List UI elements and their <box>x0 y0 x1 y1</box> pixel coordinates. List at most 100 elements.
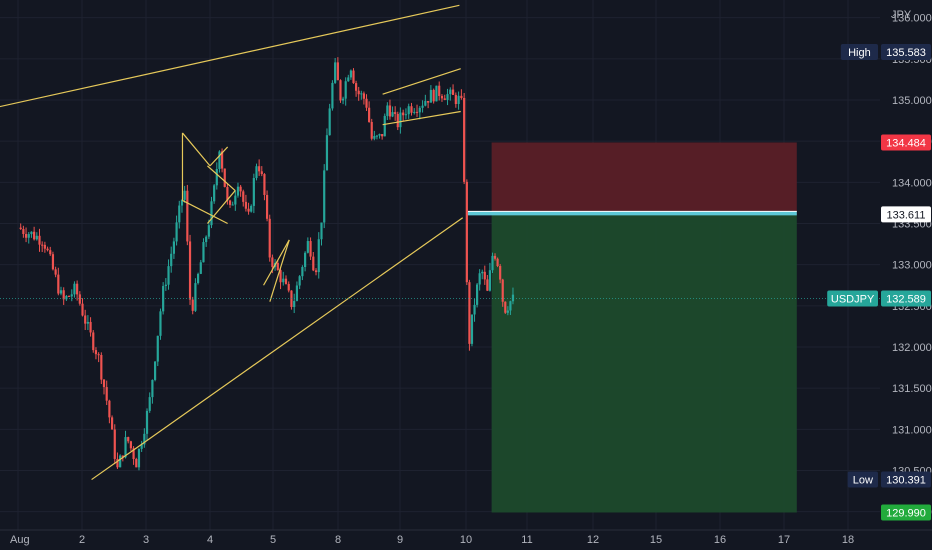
candle-body <box>421 105 424 108</box>
candle-body <box>22 229 25 235</box>
candle-body <box>43 244 46 249</box>
price-tick-label: 131.000 <box>892 424 932 436</box>
price-tick-label: 131.500 <box>892 383 932 395</box>
candle-body <box>162 286 165 312</box>
trend-line[interactable] <box>182 199 228 225</box>
trend-line[interactable] <box>382 110 461 126</box>
candle-body <box>325 135 329 171</box>
candle-body <box>164 284 167 287</box>
candle-body <box>129 441 132 449</box>
candle-body <box>78 294 81 304</box>
price-tick-label: 132.000 <box>892 342 932 354</box>
candle-body <box>284 278 288 284</box>
candle-body <box>446 94 449 100</box>
time-tick-label: 5 <box>270 534 276 546</box>
candle-body <box>24 234 28 238</box>
candle-body <box>460 95 463 99</box>
candle-body <box>427 101 430 103</box>
candle-body <box>368 107 371 122</box>
candle-body <box>228 200 232 205</box>
trend-line[interactable] <box>209 146 229 167</box>
candle-body <box>341 98 345 101</box>
time-tick-label: 4 <box>207 534 213 546</box>
low-price-tag-label-bg <box>847 471 878 488</box>
candle-body <box>314 270 318 273</box>
trend-line[interactable] <box>382 68 461 95</box>
candle-body <box>242 191 245 202</box>
candle-body <box>309 241 312 257</box>
candle-body <box>360 93 363 95</box>
candle-body <box>304 252 307 268</box>
entry-tag-bg <box>881 206 931 223</box>
take-profit-zone[interactable] <box>491 214 797 513</box>
low-price-tag-label: Low <box>853 474 873 486</box>
candle-body <box>100 355 103 380</box>
candle-body <box>279 270 282 283</box>
candle-body <box>483 271 486 280</box>
candle-body <box>511 294 515 302</box>
high-price-tag-label: High <box>848 47 871 59</box>
candle-body <box>116 458 119 468</box>
trend-line[interactable] <box>91 217 464 481</box>
candle-body <box>247 208 250 212</box>
candle-body <box>220 151 224 169</box>
candle-body <box>199 262 202 274</box>
candle-body <box>252 178 255 206</box>
candle-body <box>365 98 368 108</box>
trend-line[interactable] <box>269 239 290 302</box>
candle-body <box>159 311 162 336</box>
candle-body <box>191 299 194 311</box>
candle-body <box>344 81 347 99</box>
time-tick-label: 9 <box>397 534 403 546</box>
stop-loss-zone[interactable] <box>491 142 797 215</box>
candle-body <box>76 283 79 295</box>
candle-body <box>180 199 184 206</box>
time-scale[interactable]: Aug 2 3 4 5 8 9 10 11 12 15 16 17 18 <box>10 534 854 546</box>
trend-line[interactable] <box>207 165 236 192</box>
candle-body <box>167 266 170 285</box>
candle-body <box>263 174 266 195</box>
candle-body <box>362 93 366 99</box>
position-tool[interactable] <box>466 142 797 513</box>
candle-body <box>418 107 421 113</box>
candle-body <box>234 195 237 205</box>
candle-body <box>145 410 149 434</box>
take-profit-tag: 129.990 <box>886 507 926 519</box>
candle-body <box>271 257 274 267</box>
price-tick-label: 136.000 <box>892 13 932 25</box>
candle-body <box>488 270 492 291</box>
candle-body <box>402 112 405 116</box>
candle-body <box>108 400 111 418</box>
price-scale[interactable] <box>880 0 932 530</box>
currency-label: JPY <box>891 9 912 21</box>
candle-body <box>449 89 452 95</box>
candle-body <box>186 190 189 242</box>
entry-tag: 133.611 <box>887 209 926 221</box>
candle-body <box>457 95 460 105</box>
entry-line[interactable] <box>466 211 797 216</box>
candle-body <box>317 239 320 273</box>
candle-body <box>336 62 339 81</box>
candle-body <box>349 70 352 78</box>
trend-line[interactable] <box>0 4 460 118</box>
candle-body <box>298 276 301 286</box>
candle-body <box>347 77 350 82</box>
candle-body <box>429 89 432 103</box>
candles <box>19 57 515 471</box>
candle-body <box>135 459 138 468</box>
trend-line[interactable] <box>206 190 236 224</box>
candle-body <box>132 448 135 460</box>
candle-body <box>454 94 457 105</box>
candle-body <box>30 231 33 235</box>
trend-line[interactable] <box>182 132 211 167</box>
trend-lines[interactable] <box>0 4 464 481</box>
candle-body <box>62 290 65 300</box>
trend-line[interactable] <box>263 239 290 286</box>
candle-body <box>509 301 512 311</box>
candle-body <box>410 106 413 113</box>
time-tick-label: 17 <box>778 534 790 546</box>
candle-body <box>38 235 41 245</box>
candle-body <box>486 279 489 291</box>
candle-body <box>388 105 392 117</box>
